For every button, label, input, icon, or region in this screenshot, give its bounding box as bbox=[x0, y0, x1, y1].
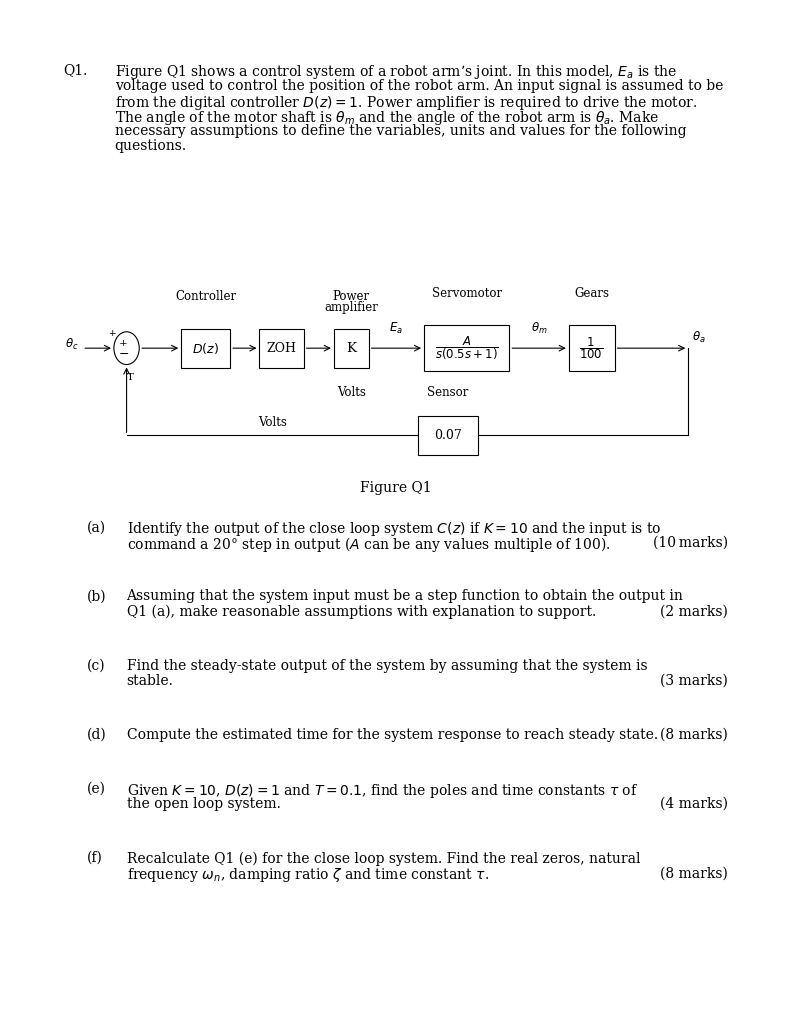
Text: (b): (b) bbox=[87, 590, 107, 603]
Text: Q1.: Q1. bbox=[63, 63, 88, 78]
Text: Volts: Volts bbox=[337, 386, 365, 399]
Text: $E_a$: $E_a$ bbox=[389, 321, 403, 336]
Bar bbox=[424, 325, 509, 371]
Text: −: − bbox=[119, 348, 130, 360]
Text: necessary assumptions to define the variables, units and values for the followin: necessary assumptions to define the vari… bbox=[115, 124, 687, 138]
Text: the open loop system.: the open loop system. bbox=[127, 797, 281, 811]
Text: The angle of the motor shaft is $\theta_m$ and the angle of the robot arm is $\t: The angle of the motor shaft is $\theta_… bbox=[115, 109, 659, 127]
Text: Gears: Gears bbox=[574, 287, 609, 299]
Text: (8 marks): (8 marks) bbox=[660, 728, 728, 741]
Text: from the digital controller $D(z) = 1$. Power amplifier is required to drive the: from the digital controller $D(z) = 1$. … bbox=[115, 94, 697, 112]
Text: $D(z)$: $D(z)$ bbox=[192, 341, 219, 355]
Text: Servomotor: Servomotor bbox=[432, 287, 501, 299]
Text: $\theta_m$: $\theta_m$ bbox=[531, 321, 547, 336]
Text: $\dfrac{A}{s(0.5s+1)}$: $\dfrac{A}{s(0.5s+1)}$ bbox=[435, 334, 498, 362]
Text: Sensor: Sensor bbox=[427, 386, 468, 399]
Text: questions.: questions. bbox=[115, 139, 187, 154]
Text: (a): (a) bbox=[87, 520, 106, 535]
Bar bbox=[181, 329, 230, 368]
Text: Find the steady-state output of the system by assuming that the system is: Find the steady-state output of the syst… bbox=[127, 658, 647, 673]
Text: Power: Power bbox=[333, 290, 369, 303]
Text: Given $K = 10$, $D(z) = 1$ and $T = 0.1$, find the poles and time constants $\ta: Given $K = 10$, $D(z) = 1$ and $T = 0.1$… bbox=[127, 782, 638, 800]
Text: ZOH: ZOH bbox=[267, 342, 297, 354]
Text: $\dfrac{1}{100}$: $\dfrac{1}{100}$ bbox=[580, 335, 604, 361]
Text: Identify the output of the close loop system $C(z)$ if $K = 10$ and the input is: Identify the output of the close loop sy… bbox=[127, 520, 661, 539]
Text: Q1 (a), make reasonable assumptions with explanation to support.: Q1 (a), make reasonable assumptions with… bbox=[127, 604, 596, 618]
Text: (2 marks): (2 marks) bbox=[660, 604, 728, 618]
Text: +: + bbox=[119, 339, 128, 347]
Text: 0.07: 0.07 bbox=[433, 429, 462, 441]
Text: Figure Q1: Figure Q1 bbox=[360, 481, 431, 496]
Text: Assuming that the system input must be a step function to obtain the output in: Assuming that the system input must be a… bbox=[127, 590, 683, 603]
Text: Controller: Controller bbox=[175, 290, 237, 303]
Text: Recalculate Q1 (e) for the close loop system. Find the real zeros, natural: Recalculate Q1 (e) for the close loop sy… bbox=[127, 851, 640, 865]
Text: Figure Q1 shows a control system of a robot arm’s joint. In this model, $E_a$ is: Figure Q1 shows a control system of a ro… bbox=[115, 63, 677, 82]
Bar bbox=[259, 329, 304, 368]
Text: $\theta_c$: $\theta_c$ bbox=[65, 337, 78, 351]
Text: (3 marks): (3 marks) bbox=[660, 674, 728, 688]
Text: Volts: Volts bbox=[258, 416, 286, 429]
Text: (4 marks): (4 marks) bbox=[660, 797, 728, 811]
Text: (8 marks): (8 marks) bbox=[660, 866, 728, 881]
Text: (f): (f) bbox=[87, 851, 103, 865]
Text: Compute the estimated time for the system response to reach steady state.: Compute the estimated time for the syste… bbox=[127, 728, 657, 741]
Text: (e): (e) bbox=[87, 782, 106, 796]
Bar bbox=[569, 325, 615, 371]
Text: command a 20° step in output ($A$ can be any values multiple of 100).: command a 20° step in output ($A$ can be… bbox=[127, 536, 610, 554]
Text: +: + bbox=[108, 330, 116, 338]
Text: stable.: stable. bbox=[127, 674, 173, 688]
Text: $\theta_a$: $\theta_a$ bbox=[692, 331, 706, 345]
Text: amplifier: amplifier bbox=[324, 301, 378, 314]
Text: (c): (c) bbox=[87, 658, 106, 673]
Bar bbox=[334, 329, 369, 368]
Text: voltage used to control the position of the robot arm. An input signal is assume: voltage used to control the position of … bbox=[115, 79, 723, 92]
Text: (10 marks): (10 marks) bbox=[653, 536, 728, 549]
Text: frequency $\omega_n$, damping ratio $\zeta$ and time constant $\tau$.: frequency $\omega_n$, damping ratio $\ze… bbox=[127, 866, 489, 885]
Text: (d): (d) bbox=[87, 728, 107, 741]
Bar bbox=[418, 416, 478, 455]
Text: K: K bbox=[346, 342, 356, 354]
Text: T: T bbox=[127, 373, 134, 382]
